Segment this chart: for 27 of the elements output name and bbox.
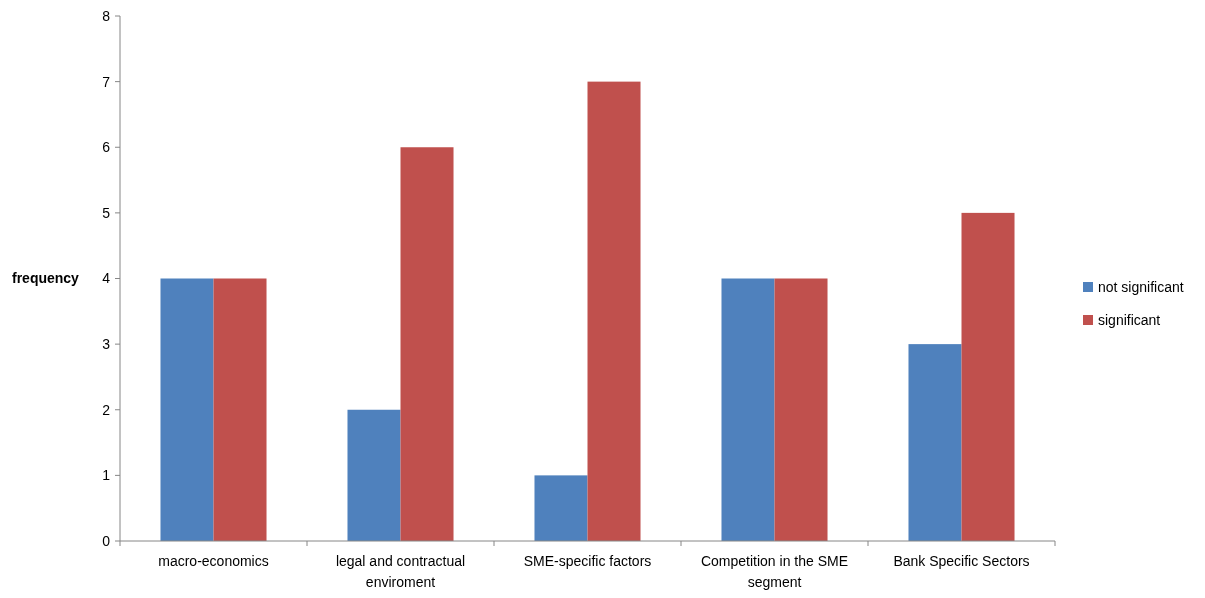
y-tick-label: 8 — [102, 7, 111, 24]
bar — [774, 278, 828, 541]
x-tick-label: SME-specific factors — [523, 553, 652, 569]
bar — [534, 475, 588, 541]
y-tick-label: 4 — [102, 270, 111, 287]
bar — [347, 409, 401, 541]
y-axis-title: frequency — [12, 270, 80, 287]
x-tick-label: Bank Specific Sectors — [893, 553, 1030, 569]
bar — [213, 278, 267, 541]
bar — [908, 344, 962, 541]
x-tick-label: Competition in the SME segment — [700, 553, 849, 590]
bar — [160, 278, 214, 541]
legend-label: significant — [1098, 311, 1161, 328]
y-tick-label: 2 — [102, 401, 111, 418]
y-tick-label: 0 — [102, 532, 111, 549]
x-tick-label: macro-economics — [158, 553, 269, 569]
bar — [961, 212, 1015, 541]
x-tick-label: legal and contractual enviroment — [335, 553, 466, 590]
bar — [400, 147, 454, 541]
y-tick-label: 5 — [102, 204, 111, 221]
y-tick-label: 1 — [102, 467, 111, 484]
y-tick-label: 7 — [102, 73, 111, 90]
legend-label: not significant — [1098, 278, 1184, 295]
bar — [721, 278, 775, 541]
bar — [587, 81, 641, 541]
y-tick-label: 3 — [102, 336, 111, 353]
y-tick-label: 6 — [102, 139, 111, 156]
